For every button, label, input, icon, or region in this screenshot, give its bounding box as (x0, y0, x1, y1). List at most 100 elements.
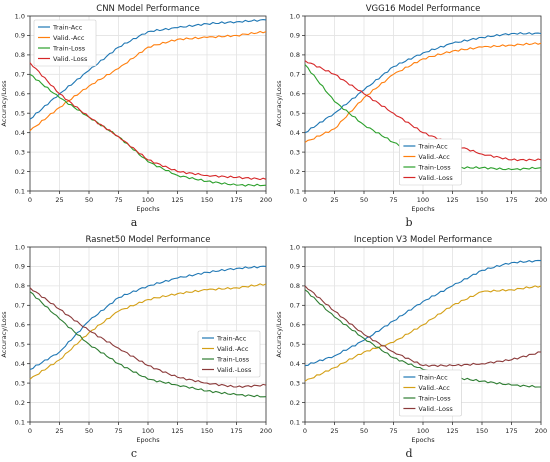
y-tick-label: 0.4 (15, 129, 25, 137)
y-tick-label: 0.6 (15, 321, 25, 329)
x-tick-label: 75 (114, 427, 122, 435)
series-line-valid-loss (304, 285, 542, 368)
y-tick-label: 0.9 (15, 32, 25, 40)
series-line-valid-acc (29, 283, 267, 380)
legend-label: Train-Loss (216, 355, 250, 363)
y-tick-label: 0.8 (15, 282, 25, 290)
x-axis-label: Epochs (136, 205, 160, 213)
x-tick-label: 175 (230, 427, 242, 435)
y-tick-label: 0.3 (290, 148, 300, 156)
y-tick-label: 0.5 (290, 341, 300, 349)
y-tick-label: 0.7 (290, 302, 300, 310)
chart-svg: 0 25 50 75 100 125 150 175 200 0.1 0.2 0.3 0.4 0.5 0.6… (0, 235, 272, 460)
panel-caption: a (131, 216, 138, 229)
y-axis-label: Accuracy/Loss (275, 311, 283, 358)
y-tick-label: 0.9 (15, 263, 25, 271)
x-tick-label: 50 (85, 196, 93, 204)
legend-label: Valid.-Loss (217, 366, 252, 374)
legend-label: Train-Loss (417, 394, 451, 402)
x-tick-label: 200 (535, 427, 547, 435)
x-tick-label: 125 (446, 427, 458, 435)
x-tick-label: 50 (360, 196, 368, 204)
x-axis-label: Epochs (411, 436, 435, 444)
y-tick-label: 0.7 (290, 71, 300, 79)
x-tick-label: 125 (446, 196, 458, 204)
chart-title: Rasnet50 Model Performance (86, 235, 211, 245)
x-tick-label: 75 (389, 427, 397, 435)
series-line-train-acc (29, 265, 267, 371)
x-tick-label: 200 (260, 427, 272, 435)
panel-caption: d (405, 447, 412, 460)
x-axis-label: Epochs (136, 436, 160, 444)
legend-box (399, 369, 462, 417)
y-tick-label: 0.2 (15, 399, 25, 407)
y-axis-label: Accuracy/Loss (0, 311, 8, 358)
panel-caption: b (405, 216, 412, 229)
y-tick-label: 0.7 (15, 302, 25, 310)
y-tick-label: 0.8 (15, 51, 25, 59)
x-tick-label: 50 (360, 427, 368, 435)
x-axis-label: Epochs (411, 205, 435, 213)
y-tick-label: 0.9 (290, 32, 300, 40)
y-tick-label: 0.5 (15, 110, 25, 118)
x-tick-label: 150 (201, 427, 213, 435)
series-line-valid-acc (304, 285, 542, 382)
y-tick-label: 1.0 (290, 12, 300, 20)
legend: Train-Acc Valid.-Acc Train-Loss Valid.-Loss (33, 19, 97, 67)
legend-label: Train-Acc (52, 23, 83, 31)
y-tick-label: 0.2 (15, 168, 25, 176)
chart-svg: 0 25 50 75 100 125 150 175 200 0.1 0.2 0.3 0.4 0.5 0.6… (0, 4, 272, 229)
y-axis-label: Accuracy/Loss (275, 80, 283, 127)
x-tick-label: 100 (142, 427, 154, 435)
series-line-valid-loss (304, 60, 542, 162)
legend-label: Train-Loss (417, 163, 451, 171)
x-tick-label: 175 (505, 196, 517, 204)
y-tick-label: 1.0 (290, 243, 300, 251)
y-tick-label: 0.4 (290, 129, 300, 137)
x-tick-label: 25 (55, 427, 63, 435)
legend-label: Train-Acc (417, 373, 448, 381)
x-tick-label: 150 (201, 196, 213, 204)
legend: Train-Acc Valid.-Acc Train-Loss Valid.-Loss (197, 330, 261, 378)
y-tick-label: 0.9 (290, 263, 300, 271)
y-tick-label: 0.1 (15, 418, 25, 426)
x-tick-label: 25 (330, 427, 338, 435)
y-tick-label: 1.0 (15, 243, 25, 251)
x-tick-label: 200 (535, 196, 547, 204)
series-line-train-acc (304, 259, 542, 367)
y-tick-label: 0.2 (290, 168, 300, 176)
series-line-train-loss (29, 73, 267, 187)
y-axis-label: Accuracy/Loss (0, 80, 8, 127)
y-tick-label: 0.3 (290, 379, 300, 387)
chart-title: Inception V3 Model Performance (354, 235, 492, 245)
x-tick-label: 200 (260, 196, 272, 204)
legend-label: Train-Acc (417, 142, 448, 150)
chart-title: VGG16 Model Performance (366, 4, 481, 14)
x-tick-label: 25 (55, 196, 63, 204)
legend-label: Valid.-Loss (418, 174, 453, 182)
series-line-valid-acc (304, 42, 542, 143)
legend-label: Train-Acc (216, 334, 247, 342)
chart-svg: 0 25 50 75 100 125 150 175 200 0.1 0.2 0.3 0.4 0.5 0.6… (275, 235, 547, 460)
chart-panel-vgg16: 0 25 50 75 100 125 150 175 200 0.1 0.2 0.3 0.4 0.5 0.6… (275, 0, 550, 231)
legend-label: Train-Loss (52, 44, 86, 52)
y-tick-label: 0.8 (290, 282, 300, 290)
chart-title: CNN Model Performance (96, 4, 199, 14)
y-tick-label: 0.1 (15, 187, 25, 195)
x-tick-label: 150 (476, 196, 488, 204)
x-tick-label: 25 (330, 196, 338, 204)
series-line-valid-loss (29, 62, 267, 181)
x-tick-label: 150 (476, 427, 488, 435)
y-tick-label: 0.6 (15, 90, 25, 98)
y-tick-label: 0.3 (15, 379, 25, 387)
y-tick-label: 0.4 (290, 360, 300, 368)
chart-panel-cnn: 0 25 50 75 100 125 150 175 200 0.1 0.2 0.3 0.4 0.5 0.6… (0, 0, 275, 231)
y-tick-label: 0.1 (290, 418, 300, 426)
x-tick-label: 100 (142, 196, 154, 204)
y-tick-label: 1.0 (15, 12, 25, 20)
x-tick-label: 175 (230, 196, 242, 204)
x-tick-label: 0 (303, 196, 307, 204)
legend-label: Valid.-Acc (53, 34, 85, 42)
chart-panel-inception-v3: 0 25 50 75 100 125 150 175 200 0.1 0.2 0.3 0.4 0.5 0.6… (275, 231, 550, 462)
